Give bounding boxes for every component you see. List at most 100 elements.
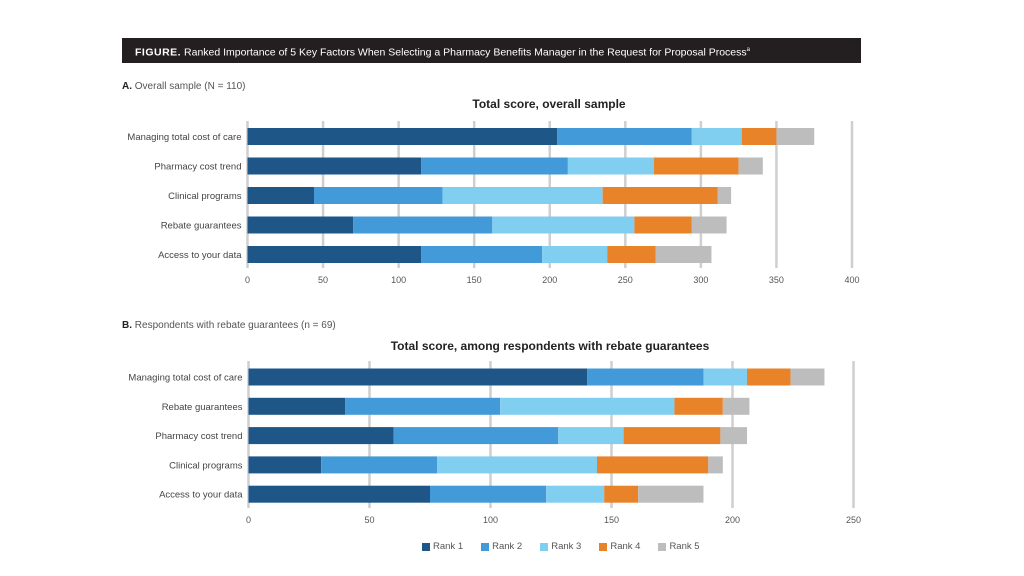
x-tick-label: 350 — [769, 275, 784, 285]
category-label: Access to your data — [159, 490, 243, 501]
legend-label: Rank 2 — [492, 541, 523, 552]
bar-segment-rank-1 — [247, 216, 354, 234]
bar-segment-rank-4 — [623, 427, 721, 445]
bar-segment-rank-2 — [393, 427, 559, 445]
bar-segment-rank-1 — [248, 368, 588, 386]
panel-b-letter: B. — [122, 320, 132, 331]
bar-segment-rank-3 — [442, 187, 603, 204]
chart-a-title: Total score, overall sample — [472, 97, 626, 111]
bar-segment-rank-2 — [430, 485, 547, 503]
bar-segment-rank-2 — [587, 368, 704, 386]
bar-segment-rank-2 — [353, 216, 493, 234]
legend-item: Rank 5 — [658, 541, 700, 552]
bar-segment-rank-3 — [546, 485, 605, 503]
bar-segment-rank-3 — [492, 216, 635, 234]
bar-segment-rank-4 — [634, 216, 692, 234]
bar-segment-rank-2 — [313, 187, 443, 204]
legend-item: Rank 1 — [422, 541, 463, 552]
x-tick-label: 250 — [846, 515, 861, 525]
figure-title-banner: FIGURE. Ranked Importance of 5 Key Facto… — [122, 38, 861, 63]
bar-segment-rank-4 — [607, 246, 656, 263]
panel-a-text: Overall sample (N = 110) — [134, 81, 246, 92]
bar-segment-rank-1 — [247, 157, 422, 175]
bar-segment-rank-1 — [248, 427, 394, 445]
bar-segment-rank-5 — [790, 368, 825, 386]
x-tick-label: 100 — [391, 275, 406, 285]
figure-label: FIGURE. — [135, 46, 182, 59]
bar-segment-rank-5 — [722, 397, 750, 415]
legend-item: Rank 2 — [481, 541, 522, 552]
bar-segment-rank-4 — [654, 157, 739, 175]
category-label: Clinical programs — [168, 191, 242, 202]
bar-segment-rank-2 — [421, 246, 543, 263]
x-tick-label: 250 — [618, 275, 633, 285]
bar-segment-rank-4 — [741, 128, 777, 145]
category-label: Access to your data — [158, 250, 242, 261]
bar-segment-rank-4 — [602, 187, 718, 204]
bar-segment-rank-3 — [542, 246, 608, 263]
bar-segment-rank-3 — [567, 157, 655, 175]
bar-segment-rank-1 — [248, 397, 346, 415]
x-tick-label: 100 — [483, 515, 498, 525]
bar-segment-rank-4 — [747, 368, 791, 386]
x-tick-label: 150 — [604, 515, 619, 525]
bar-segment-rank-4 — [604, 485, 639, 503]
bar-segment-rank-3 — [437, 456, 597, 474]
footnote-marker: a — [746, 47, 750, 53]
x-tick-label: 50 — [318, 275, 328, 285]
figure-title: Ranked Importance of 5 Key Factors When … — [184, 46, 747, 59]
category-label: Rebate guarantees — [161, 221, 242, 232]
legend-label: Rank 4 — [610, 541, 641, 552]
category-label: Managing total cost of care — [128, 373, 242, 384]
panel-b-label: B. Respondents with rebate guarantees (n… — [122, 320, 336, 331]
legend-swatch-rank-3 — [540, 542, 549, 551]
bar-segment-rank-1 — [247, 246, 422, 263]
panel-a-letter: A. — [122, 81, 132, 92]
bar-segment-rank-3 — [500, 397, 675, 415]
bar-segment-rank-4 — [674, 397, 723, 415]
legend: Rank 1 Rank 2 Rank 3 Rank 4 Rank 5 — [422, 541, 700, 552]
category-label: Clinical programs — [169, 460, 243, 471]
bar-segment-rank-1 — [248, 485, 430, 503]
category-label: Pharmacy cost trend — [154, 162, 241, 173]
bar-segment-rank-1 — [247, 187, 314, 204]
bar-segment-rank-1 — [248, 456, 322, 474]
bar-segment-rank-3 — [691, 128, 742, 145]
x-tick-label: 50 — [364, 515, 374, 525]
category-label: Managing total cost of care — [127, 132, 241, 143]
legend-swatch-rank-1 — [422, 542, 430, 551]
bar-segment-rank-2 — [421, 157, 568, 175]
legend-label: Rank 1 — [433, 541, 464, 552]
x-tick-label: 200 — [542, 275, 557, 285]
x-tick-label: 0 — [245, 275, 250, 285]
bar-segment-rank-5 — [720, 427, 748, 445]
category-label: Rebate guarantees — [162, 402, 243, 413]
bar-segment-rank-2 — [345, 397, 501, 415]
bar-segment-rank-3 — [703, 368, 748, 386]
bar-segment-rank-3 — [558, 427, 624, 445]
x-tick-label: 300 — [693, 275, 708, 285]
x-tick-label: 200 — [725, 515, 740, 525]
bar-segment-rank-5 — [776, 128, 815, 145]
bar-segment-rank-2 — [557, 128, 692, 145]
legend-swatch-rank-5 — [658, 542, 667, 551]
x-tick-label: 150 — [467, 275, 482, 285]
bar-segment-rank-2 — [321, 456, 438, 474]
bar-segment-rank-1 — [247, 128, 558, 145]
legend-label: Rank 3 — [551, 541, 582, 552]
panel-b-text: Respondents with rebate guarantees (n = … — [134, 320, 336, 331]
bar-segment-rank-5 — [655, 246, 712, 263]
category-label: Pharmacy cost trend — [155, 431, 242, 442]
x-tick-label: 400 — [844, 275, 859, 285]
legend-item: Rank 4 — [599, 541, 640, 552]
legend-label: Rank 5 — [669, 541, 700, 552]
bar-segment-rank-4 — [596, 456, 709, 474]
legend-swatch-rank-4 — [599, 542, 608, 551]
bar-segment-rank-5 — [638, 485, 704, 503]
chart-b-title: Total score, among respondents with reba… — [390, 339, 710, 353]
legend-swatch-rank-2 — [481, 542, 490, 551]
x-tick-label: 0 — [246, 515, 251, 525]
bar-segment-rank-5 — [738, 157, 763, 175]
bar-segment-rank-5 — [708, 456, 723, 474]
